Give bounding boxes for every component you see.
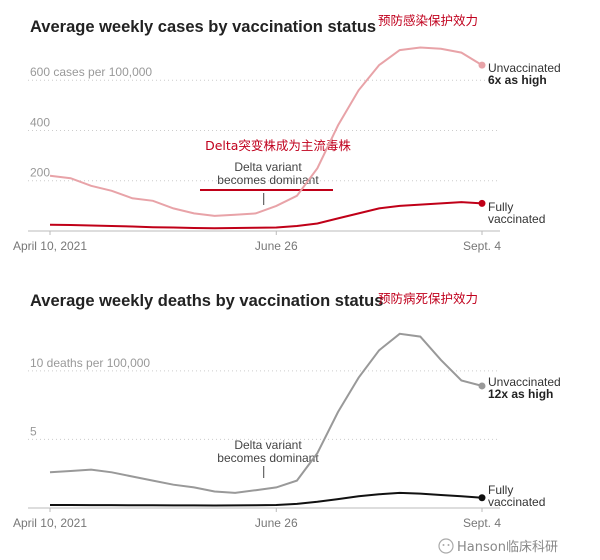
cases-y-tick-labels: 200 400 600 cases per 100,000 [30,65,152,180]
deaths-unvaccinated-label: Unvaccinated [488,375,561,389]
watermark: Hanson临床科研 [438,538,558,555]
cases-chart-title: Average weekly cases by vaccination stat… [30,18,376,36]
deaths-chart-title: Average weekly deaths by vaccination sta… [30,292,383,310]
cases-unvaccinated-line [49,46,483,217]
deaths-delta-annotation-line1: Delta variant [234,438,302,452]
cases-gridlines [28,79,500,182]
cases-unvaccinated-label: Unvaccinated [488,61,561,75]
deaths-y-tick-label: 10 deaths per 100,000 [30,356,150,370]
cases-vaccinated-label-line2: vaccinated [488,212,545,226]
cases-cn-protection-annotation: 预防感染保护效力 [378,13,478,28]
deaths-x-tick-labels: April 10, 2021 June 26 Sept. 4 [13,508,501,530]
deaths-unvaccinated-end-dot [478,382,486,390]
deaths-y-tick-labels: 5 10 deaths per 100,000 [30,356,150,439]
cases-delta-annotation-line1: Delta variant [234,160,302,174]
cases-delta-annotation-line2: becomes dominant [217,173,319,187]
deaths-y-tick-label: 5 [30,424,37,438]
cases-x-tick-label: Sept. 4 [463,239,501,253]
deaths-vaccinated-line [50,491,483,507]
cases-x-tick-label: April 10, 2021 [13,239,87,253]
cases-y-tick-label: 600 cases per 100,000 [30,65,152,79]
cases-vaccinated-line [49,201,483,230]
cases-vaccinated-label-line1: Fully [488,200,513,214]
wechat-icon [438,538,454,554]
deaths-vaccinated-label-line2: vaccinated [488,495,545,509]
cases-y-tick-label: 400 [30,115,50,129]
deaths-chart: Average weekly deaths by vaccination sta… [13,291,561,530]
deaths-x-tick-label: April 10, 2021 [13,516,87,530]
deaths-unvaccinated-ratio: 12x as high [488,387,553,401]
wechat-icon-eye-left [442,544,445,546]
cases-cn-delta-annotation: Delta突变株成为主流毒株 [205,138,351,153]
deaths-x-tick-label: June 26 [255,516,298,530]
cases-x-tick-label: June 26 [255,239,298,253]
deaths-vaccinated-label-line1: Fully [488,483,513,497]
watermark-text: Hanson临床科研 [457,540,558,555]
cases-x-tick-labels: April 10, 2021 June 26 Sept. 4 [13,231,501,253]
deaths-unvaccinated-line [49,332,483,494]
cases-unvaccinated-ratio: 6x as high [488,73,547,87]
deaths-delta-annotation-line2: becomes dominant [217,451,319,465]
wechat-icon-eye-right [447,544,450,546]
deaths-cn-protection-annotation: 预防病死保护效力 [378,291,478,306]
cases-chart: Average weekly cases by vaccination stat… [13,13,561,253]
deaths-x-tick-label: Sept. 4 [463,516,501,530]
deaths-gridlines [28,370,500,440]
cases-vaccinated-end-dot [478,199,486,207]
deaths-vaccinated-end-dot [478,494,486,502]
cases-y-tick-label: 200 [30,166,50,180]
cases-unvaccinated-end-dot [478,61,486,69]
